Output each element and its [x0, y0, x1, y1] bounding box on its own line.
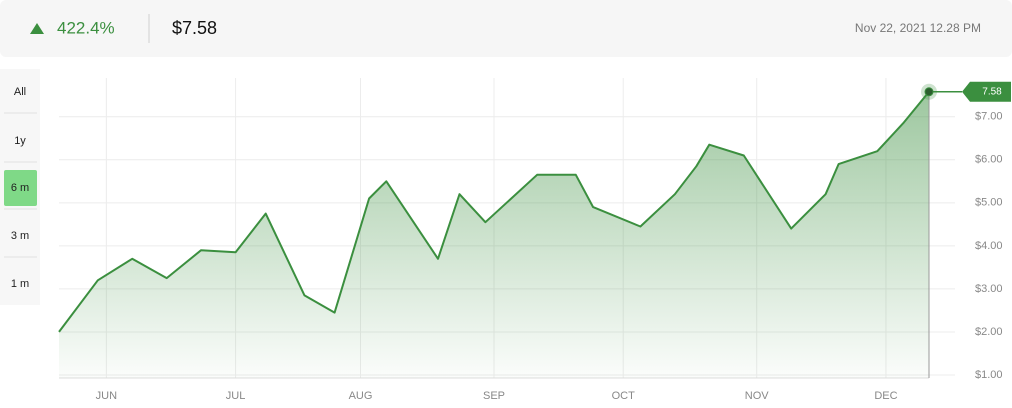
y-tick-label: $2.00: [975, 326, 1003, 338]
y-tick-label: $7.00: [975, 111, 1003, 123]
price-tag-label: 7.58: [982, 86, 1002, 97]
area-fill: [59, 91, 929, 379]
y-tick-label: $3.00: [975, 283, 1003, 295]
change-percent: 422.4%: [57, 18, 115, 37]
x-tick-label: DEC: [874, 390, 897, 402]
x-tick-label: NOV: [745, 390, 770, 402]
x-tick-label: JUN: [96, 390, 117, 402]
range-active-bg: [4, 170, 37, 206]
range-button[interactable]: 6 m: [11, 182, 29, 194]
range-button[interactable]: 3 m: [11, 230, 29, 242]
range-button[interactable]: 1 m: [11, 278, 29, 290]
y-tick-label: $4.00: [975, 240, 1003, 252]
price: $7.58: [172, 18, 217, 38]
x-tick-label: OCT: [612, 390, 636, 402]
y-tick-label: $6.00: [975, 154, 1003, 166]
timestamp: Nov 22, 2021 12.28 PM: [855, 21, 981, 35]
x-tick-label: AUG: [349, 390, 373, 402]
price-tag: [962, 81, 1011, 102]
x-tick-label: SEP: [483, 390, 505, 402]
price-line: [58, 91, 930, 333]
y-tick-label: $5.00: [975, 197, 1003, 209]
up-arrow: [30, 23, 44, 34]
last-point: [924, 87, 934, 97]
plot: $1.00 $2.00 $3.00 $4.00 $5.00 $6.00 $7.00 JUN JU…: [58, 78, 1011, 402]
range-button[interactable]: 1y: [14, 135, 26, 147]
range-buttons: All 1y 6 m 3 m 1 m: [4, 86, 37, 290]
y-tick-label: $1.00: [975, 369, 1003, 381]
x-tick-label: JUL: [226, 390, 246, 402]
range-button[interactable]: All: [14, 86, 26, 98]
header-bar: [0, 0, 1012, 57]
